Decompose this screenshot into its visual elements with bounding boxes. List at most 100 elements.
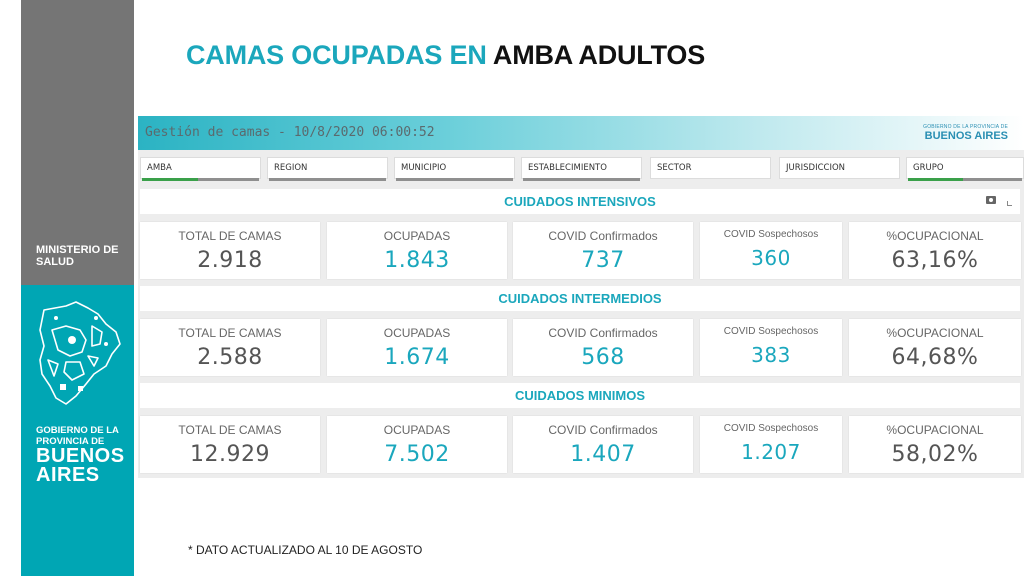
header-logo-big: BUENOS AIRES: [924, 130, 1008, 142]
filter-municipio[interactable]: MUNICIPIO: [394, 157, 515, 181]
metric-label: OCUPADAS: [383, 423, 451, 437]
dashboard-panel: Gestión de camas - 10/8/2020 06:00:52 GO…: [138, 116, 1024, 478]
metric-value: 2.588: [197, 345, 263, 370]
metric-label: COVID Confirmados: [548, 229, 658, 243]
filter-label: AMBA: [147, 163, 172, 173]
filter-label: SECTOR: [657, 163, 692, 173]
filter-indicator-inactive: [523, 178, 579, 181]
gov-label-big: BUENOS AIRES: [36, 445, 125, 486]
metric-label: COVID Sospechosos: [723, 423, 819, 434]
metric-label: COVID Confirmados: [548, 423, 658, 437]
metric-covid-sospechosos: COVID Sospechosos 360: [700, 222, 842, 279]
metric-value: 58,02%: [891, 442, 979, 467]
section-title: CUIDADOS INTENSIVOS: [504, 194, 656, 209]
header-logo: GOBIERNO DE LA PROVINCIA DE BUENOS AIRES: [923, 124, 1008, 142]
metric-value: 63,16%: [891, 248, 979, 273]
metric-value: 1.207: [741, 440, 801, 464]
metric-label: COVID Confirmados: [548, 326, 658, 340]
metric-covid-sospechosos: COVID Sospechosos 1.207: [700, 416, 842, 473]
metric-value: 1.407: [570, 442, 636, 467]
metric-ocupacional: %OCUPACIONAL 63,16%: [849, 222, 1021, 279]
ministerio-line: SALUD: [36, 256, 74, 268]
metric-label: OCUPADAS: [383, 229, 451, 243]
metric-value: 737: [581, 248, 625, 273]
gov-line: PROVINCIA DE: [36, 436, 105, 447]
metric-label: TOTAL DE CAMAS: [178, 423, 282, 437]
metric-covid-confirmados: COVID Confirmados 568: [513, 319, 693, 376]
metric-label: %OCUPACIONAL: [886, 423, 984, 437]
filter-indicator: [908, 178, 1022, 181]
ministerio-line: MINISTERIO DE: [36, 244, 119, 256]
filter-indicator-active: [142, 178, 199, 181]
title-part-teal: CAMAS OCUPADAS EN: [186, 40, 493, 70]
metric-label: COVID Sospechosos: [723, 229, 819, 240]
metric-value: 383: [751, 343, 791, 367]
section-title: CUIDADOS MINIMOS: [515, 388, 645, 403]
expand-icon[interactable]: [1007, 201, 1012, 206]
filter-label: GRUPO: [913, 163, 944, 173]
section-header-intermedios: CUIDADOS INTERMEDIOS: [140, 286, 1020, 311]
metric-value: 360: [751, 246, 791, 270]
metric-total-camas: TOTAL DE CAMAS 12.929: [140, 416, 320, 473]
filter-establecimiento[interactable]: ESTABLECIMIENTO: [521, 157, 642, 181]
metric-value: 7.502: [384, 442, 450, 467]
footnote: * DATO ACTUALIZADO AL 10 DE AGOSTO: [188, 543, 423, 557]
filter-region[interactable]: REGION: [267, 157, 388, 181]
metric-value: 64,68%: [891, 345, 979, 370]
filter-indicator: [396, 178, 513, 181]
filter-label: ESTABLECIMIENTO: [528, 163, 607, 173]
filter-jurisdiccion[interactable]: JURISDICCION: [779, 157, 900, 179]
gov-line: GOBIERNO DE LA: [36, 425, 119, 436]
metric-ocupacional: %OCUPACIONAL 64,68%: [849, 319, 1021, 376]
metric-ocupadas: OCUPADAS 1.843: [327, 222, 507, 279]
section-title: CUIDADOS INTERMEDIOS: [498, 291, 662, 306]
metric-label: %OCUPACIONAL: [886, 229, 984, 243]
metric-label: %OCUPACIONAL: [886, 326, 984, 340]
metric-total-camas: TOTAL DE CAMAS 2.588: [140, 319, 320, 376]
metric-ocupadas: OCUPADAS 7.502: [327, 416, 507, 473]
filter-sector[interactable]: SECTOR: [650, 157, 771, 179]
filter-label: REGION: [274, 163, 308, 173]
metric-label: OCUPADAS: [383, 326, 451, 340]
filter-indicator-inactive: [269, 178, 325, 181]
filter-amba[interactable]: AMBA: [140, 157, 261, 181]
sidebar-bottom-panel: [21, 285, 134, 576]
dashboard-title: Gestión de camas - 10/8/2020 06:00:52: [145, 125, 435, 140]
province-map-logo-icon: [39, 301, 121, 405]
gov-line: BUENOS: [36, 445, 125, 467]
metric-value: 2.918: [197, 248, 263, 273]
filter-indicator: [142, 178, 259, 181]
metric-value: 1.843: [384, 248, 450, 273]
ministerio-label: MINISTERIO DE SALUD: [36, 244, 119, 268]
filter-label: JURISDICCION: [786, 163, 846, 173]
filter-bar: AMBA REGION MUNICIPIO ESTABLECIMIENTO SE…: [138, 157, 1024, 181]
metric-label: TOTAL DE CAMAS: [178, 326, 282, 340]
metric-covid-sospechosos: COVID Sospechosos 383: [700, 319, 842, 376]
title-part-black: AMBA ADULTOS: [492, 40, 706, 70]
gov-line: AIRES: [36, 464, 100, 486]
metric-label: COVID Sospechosos: [723, 326, 819, 337]
filter-indicator: [269, 178, 386, 181]
metric-value: 1.674: [384, 345, 450, 370]
metric-ocupacional: %OCUPACIONAL 58,02%: [849, 416, 1021, 473]
header-logo-small: GOBIERNO DE LA PROVINCIA DE: [923, 124, 1008, 130]
metric-label: TOTAL DE CAMAS: [178, 229, 282, 243]
camera-icon[interactable]: [986, 196, 996, 204]
metric-covid-confirmados: COVID Confirmados 737: [513, 222, 693, 279]
filter-label: MUNICIPIO: [401, 163, 447, 173]
metric-covid-confirmados: COVID Confirmados 1.407: [513, 416, 693, 473]
section-header-intensivos: CUIDADOS INTENSIVOS: [140, 189, 1020, 214]
sidebar-top-panel: [21, 0, 134, 285]
metric-value: 568: [581, 345, 625, 370]
dashboard-header: Gestión de camas - 10/8/2020 06:00:52 GO…: [138, 116, 1024, 150]
metric-ocupadas: OCUPADAS 1.674: [327, 319, 507, 376]
metric-total-camas: TOTAL DE CAMAS 2.918: [140, 222, 320, 279]
section-header-minimos: CUIDADOS MINIMOS: [140, 383, 1020, 408]
metric-value: 12.929: [190, 442, 270, 467]
gov-label-small: GOBIERNO DE LA PROVINCIA DE: [36, 425, 119, 447]
filter-indicator: [523, 178, 640, 181]
filter-indicator-inactive: [396, 178, 452, 181]
page-title: CAMAS OCUPADAS EN AMBA ADULTOS: [186, 40, 705, 71]
filter-grupo[interactable]: GRUPO: [906, 157, 1024, 181]
filter-indicator-active: [908, 178, 963, 181]
